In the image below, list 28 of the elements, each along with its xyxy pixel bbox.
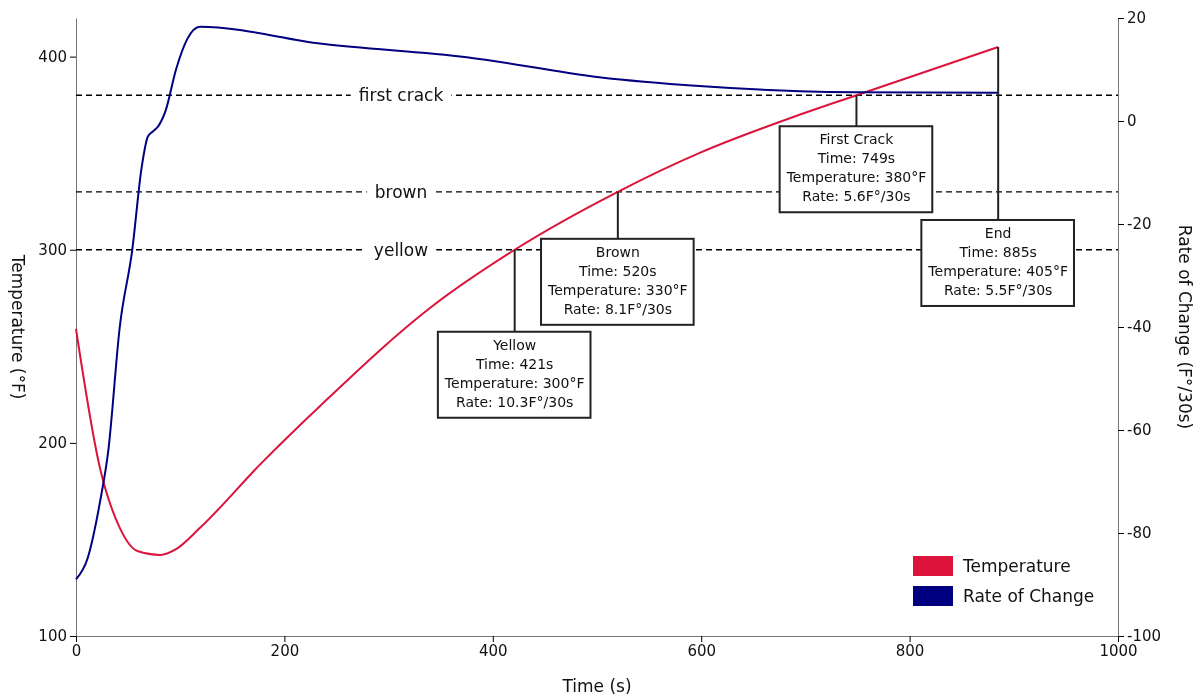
y-tick-label: 100 <box>38 627 67 646</box>
y-tick-label: 400 <box>38 47 67 66</box>
y2-tick-label: 0 <box>1127 112 1137 131</box>
ref-line-label: first crack <box>358 85 444 106</box>
y-tick-label: 200 <box>38 434 67 453</box>
x-tick-label: 600 <box>687 641 717 660</box>
ref-line-label: brown <box>374 181 428 202</box>
y2-tick-label: -60 <box>1127 421 1152 440</box>
y-tick-label: 300 <box>38 241 67 260</box>
y2-tick-label: -40 <box>1127 318 1152 337</box>
annotation: End Time: 885s Temperature: 405°F Rate: 5.5F°/30s <box>927 224 1068 298</box>
annotation: Brown Time: 520s Temperature: 330°F Rate: 8.1F°/30s <box>547 243 688 317</box>
legend-label: Rate of Change <box>963 586 1095 606</box>
annotation: Yellow Time: 421s Temperature: 300°F Rate: 10.3F°/30s <box>443 336 585 410</box>
ref-line-label: yellow <box>373 239 429 260</box>
y2-tick-label: 20 <box>1127 9 1147 28</box>
x-tick-label: 200 <box>270 641 300 660</box>
y2-tick-label: -80 <box>1127 524 1152 543</box>
y-axis-title: Temperature (°F) <box>8 253 28 400</box>
x-axis-title: Time (s) <box>561 676 632 696</box>
legend-label: Temperature <box>962 556 1071 576</box>
x-tick-label: 0 <box>71 641 82 660</box>
y2-axis-title: Rate of Change (F°/30s) <box>1175 224 1193 430</box>
y2-tick-label: -20 <box>1127 215 1152 234</box>
x-tick-label: 800 <box>895 641 925 660</box>
annotation: First Crack Time: 749s Temperature: 380°F Rate: 5.6F°/30s <box>785 131 927 205</box>
x-tick-label: 400 <box>478 641 508 660</box>
x-tick-label: 1000 <box>1099 641 1138 660</box>
